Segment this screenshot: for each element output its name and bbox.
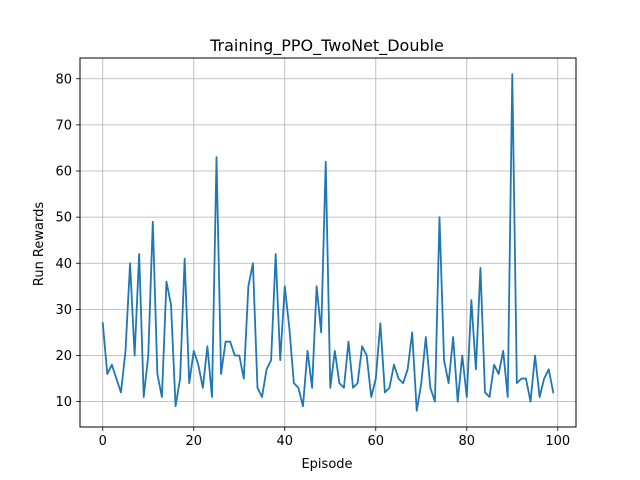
plot-frame <box>79 57 577 428</box>
y-tick-label: 70 <box>55 118 72 133</box>
y-tick-label: 60 <box>55 165 72 180</box>
y-tick-label: 40 <box>55 257 72 272</box>
x-tick-label: 20 <box>185 434 202 449</box>
series-line <box>101 73 555 412</box>
x-tick-label: 80 <box>459 434 476 449</box>
y-tick-label: 80 <box>55 72 72 87</box>
y-axis-label: Run Rewards <box>32 202 47 286</box>
x-tick-label: 60 <box>368 434 385 449</box>
y-tick-label: 10 <box>55 395 72 410</box>
x-tick-label: 40 <box>276 434 293 449</box>
y-tick-label: 20 <box>55 349 72 364</box>
axis-ticks: 0 20 40 60 80 100 10 20 30 40 50 60 70 80 <box>55 72 570 449</box>
grid <box>80 58 576 427</box>
series-layer <box>101 73 555 412</box>
y-tick-label: 50 <box>55 211 72 226</box>
y-tick-label: 30 <box>55 303 72 318</box>
x-tick-label: 100 <box>545 434 570 449</box>
x-tick-label: 0 <box>99 434 107 449</box>
x-axis-label: Episode <box>301 457 352 472</box>
chart-title: Training_PPO_TwoNet_Double <box>209 36 444 56</box>
